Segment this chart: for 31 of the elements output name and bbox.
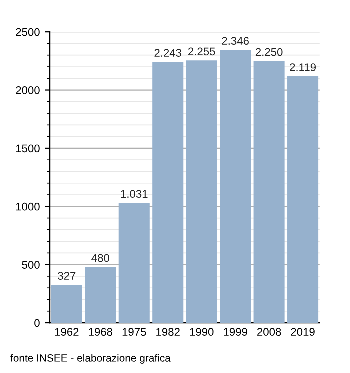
y-tick-label: 2500 [16,28,40,36]
x-tick-label: 1999 [224,328,248,336]
bar [254,61,285,324]
data-label: 327 [58,272,76,280]
data-label: 2.250 [256,48,283,56]
data-label: 2.119 [290,64,316,72]
x-tick-label: 1990 [190,328,214,336]
bar [51,284,82,324]
source-note: fonte INSEE - elaborazione grafica [10,354,171,364]
data-label: 2.255 [188,48,216,56]
x-tick-label: 1982 [156,328,180,336]
data-label: 2.243 [154,49,182,58]
bar [288,76,319,324]
x-tick-label: 2019 [291,328,315,336]
bar [85,267,116,324]
x-tick-label: 1962 [55,328,79,336]
y-tick-label: 1000 [16,202,40,211]
x-tick-label: 1968 [89,328,113,336]
data-label: 2.346 [222,37,249,46]
y-tick-label: 0 [34,319,40,328]
data-label: 1.031 [121,190,148,198]
bar [186,60,218,324]
x-tick-label: 2008 [258,328,282,336]
bar [220,50,252,324]
data-label: 480 [92,254,110,262]
bar [152,62,184,324]
x-tick-label: 1975 [122,328,146,336]
y-tick-label: 500 [22,261,40,269]
y-tick-label: 1500 [16,144,40,153]
bar [118,203,150,324]
y-tick-label: 2000 [16,86,40,94]
